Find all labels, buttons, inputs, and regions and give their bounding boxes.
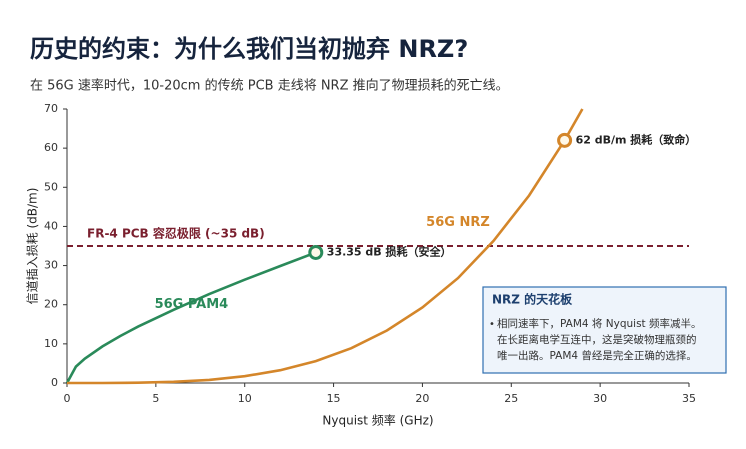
y-tick-label: 0 (51, 376, 58, 389)
y-tick-label: 30 (44, 259, 58, 272)
chart-subtitle: 在 56G 速率时代，10-20cm 的传统 PCB 走线将 NRZ 推向了物理… (30, 78, 509, 94)
x-tick-label: 35 (682, 392, 696, 405)
series-line (67, 108, 584, 385)
callout-line: 唯一出路。PAM4 曾经是完全正确的选择。 (497, 349, 697, 362)
x-tick-label: 10 (238, 392, 252, 405)
y-tick-label: 40 (44, 219, 58, 232)
annotation-point (557, 132, 573, 148)
x-tick-label: 25 (504, 392, 518, 405)
series-label: 56G NRZ (426, 215, 490, 230)
y-tick-label: 10 (44, 337, 58, 350)
callout-box: NRZ 的天花板 • 相同速率下，PAM4 将 Nyquist 频率减半。在长距… (482, 286, 727, 374)
x-tick-label: 15 (327, 392, 341, 405)
annotation-label: 33.35 dB 损耗（安全） (327, 244, 452, 258)
y-tick-label: 60 (44, 141, 58, 154)
x-tick-label: 5 (152, 392, 159, 405)
y-tick-label: 50 (44, 180, 58, 193)
series-line (65, 251, 317, 384)
callout-line: 相同速率下，PAM4 将 Nyquist 频率减半。 (497, 317, 702, 330)
x-tick-label: 20 (415, 392, 429, 405)
callout-title: NRZ 的天花板 (492, 292, 573, 307)
series-label: 56G PAM4 (155, 297, 229, 312)
annotation-point (308, 244, 324, 260)
callout-line: 在长距离电学互连中，这是突破物理瓶颈的 (497, 333, 697, 346)
annotation-label: 62 dB/m 损耗（致命） (576, 132, 697, 146)
y-tick-label: 70 (44, 102, 58, 115)
callout-frame (482, 286, 727, 374)
bullet: • (489, 319, 495, 330)
x-tick-label: 0 (64, 392, 71, 405)
x-axis-label: Nyquist 频率 (GHz) (322, 413, 433, 428)
y-tick-label: 20 (44, 298, 58, 311)
y-axis-label: 信道插入损耗 (dB/m) (26, 188, 40, 305)
chart-title: 历史的约束：为什么我们当初抛弃 NRZ? (30, 35, 468, 63)
x-tick-label: 30 (593, 392, 607, 405)
reference-label: FR-4 PCB 容忍极限 (~35 dB) (87, 226, 265, 241)
